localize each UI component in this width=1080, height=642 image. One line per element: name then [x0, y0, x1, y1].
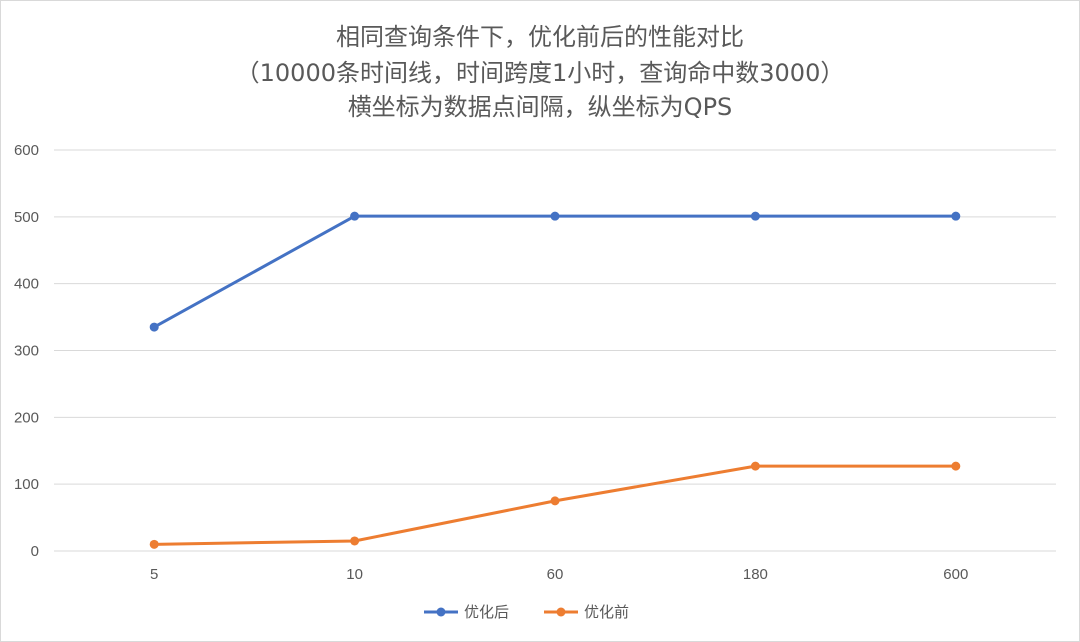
legend-label: 优化后: [464, 603, 509, 621]
y-tick-label: 400: [14, 276, 39, 293]
data-point: [149, 539, 159, 549]
data-point: [350, 536, 360, 546]
data-point: [350, 211, 360, 221]
y-tick-label: 100: [14, 476, 39, 493]
data-point: [951, 461, 961, 471]
legend: 优化后 优化前: [424, 603, 629, 621]
chart-title-line-3: 横坐标为数据点间隔，纵坐标为QPS: [348, 93, 733, 121]
y-tick-label: 200: [14, 409, 39, 426]
x-tick-label: 5: [150, 566, 158, 583]
chart-title-line-1: 相同查询条件下，优化前后的性能对比: [336, 23, 744, 51]
data-point: [750, 211, 760, 221]
series-lines: [149, 211, 961, 549]
y-tick-label: 300: [14, 343, 39, 360]
y-tick-label: 0: [31, 543, 39, 560]
series-line: [152, 214, 958, 329]
chart-title-line-2: （10000条时间线，时间跨度1小时，查询命中数3000）: [236, 59, 845, 87]
x-tick-label: 180: [743, 566, 768, 583]
legend-marker: [556, 607, 566, 617]
series-0: [149, 211, 961, 332]
chart-title: 相同查询条件下，优化前后的性能对比 （10000条时间线，时间跨度1小时，查询命…: [236, 23, 845, 121]
y-axis-ticks: 0 100 200 300 400 500 600: [14, 142, 39, 560]
legend-marker: [436, 607, 446, 617]
y-tick-label: 500: [14, 209, 39, 226]
legend-label: 优化前: [584, 603, 629, 621]
series-1: [149, 461, 961, 549]
legend-item: 优化前: [544, 603, 629, 621]
data-point: [149, 322, 159, 332]
x-axis-ticks: 5 10 60 180 600: [150, 566, 968, 583]
x-tick-label: 60: [547, 566, 564, 583]
data-point: [550, 496, 560, 506]
y-tick-label: 600: [14, 142, 39, 159]
data-point: [550, 211, 560, 221]
legend-item: 优化后: [424, 603, 509, 621]
x-tick-label: 600: [943, 566, 968, 583]
x-tick-label: 10: [346, 566, 363, 583]
gridlines: [54, 149, 1056, 552]
data-point: [951, 211, 961, 221]
data-point: [750, 461, 760, 471]
